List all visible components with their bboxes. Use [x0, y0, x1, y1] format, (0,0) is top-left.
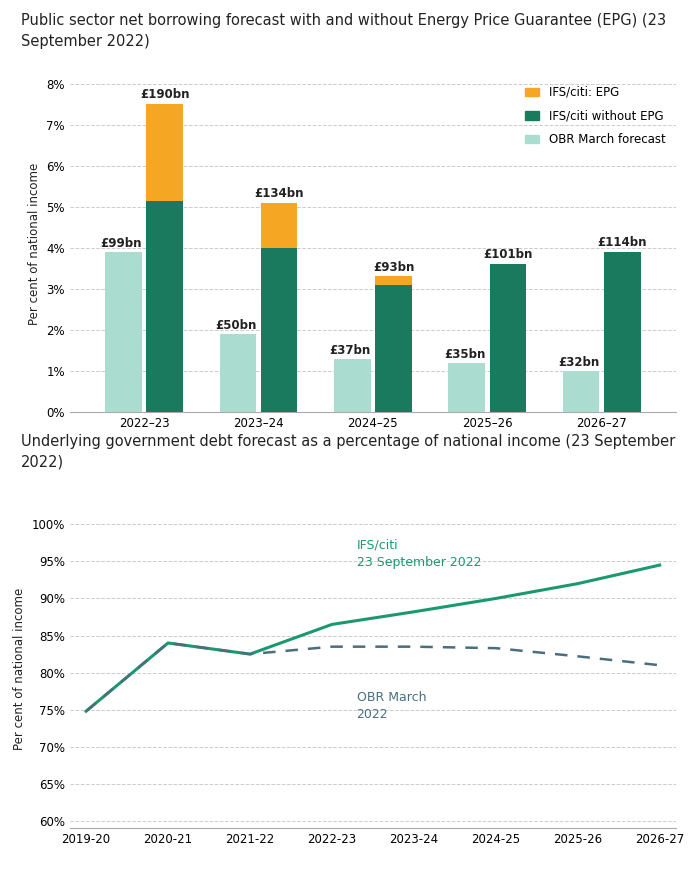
- Text: £37bn: £37bn: [330, 344, 371, 356]
- Text: £35bn: £35bn: [444, 347, 485, 361]
- Bar: [375, 284, 412, 412]
- Bar: [261, 203, 298, 248]
- Text: Underlying government debt forecast as a percentage of national income (23 Septe: Underlying government debt forecast as a…: [21, 434, 675, 449]
- Text: £101bn: £101bn: [483, 248, 533, 261]
- Legend: IFS/citi: EPG, IFS/citi without EPG, OBR March forecast: IFS/citi: EPG, IFS/citi without EPG, OBR…: [521, 82, 671, 151]
- Bar: [261, 248, 298, 412]
- Text: £114bn: £114bn: [597, 236, 647, 249]
- Bar: [105, 252, 141, 412]
- Text: £99bn: £99bn: [100, 237, 142, 250]
- Text: 2022): 2022): [21, 455, 64, 470]
- Bar: [375, 276, 412, 284]
- Text: £50bn: £50bn: [215, 319, 256, 332]
- Text: September 2022): September 2022): [21, 34, 150, 49]
- Bar: [334, 359, 371, 412]
- Bar: [448, 362, 485, 412]
- Bar: [220, 334, 256, 412]
- Bar: [604, 252, 641, 412]
- Y-axis label: Per cent of national income: Per cent of national income: [13, 587, 26, 750]
- Text: IFS/citi
23 September 2022: IFS/citi 23 September 2022: [356, 539, 481, 569]
- Y-axis label: Per cent of national income: Per cent of national income: [28, 162, 40, 325]
- Bar: [562, 371, 599, 412]
- Bar: [146, 200, 183, 412]
- Text: £134bn: £134bn: [254, 187, 304, 199]
- Text: OBR March
2022: OBR March 2022: [356, 691, 426, 721]
- Text: Public sector net borrowing forecast with and without Energy Price Guarantee (EP: Public sector net borrowing forecast wit…: [21, 13, 666, 28]
- Text: £32bn: £32bn: [558, 356, 599, 369]
- Bar: [489, 264, 526, 412]
- Text: £190bn: £190bn: [140, 89, 190, 101]
- Text: £93bn: £93bn: [373, 260, 414, 274]
- Bar: [146, 104, 183, 200]
